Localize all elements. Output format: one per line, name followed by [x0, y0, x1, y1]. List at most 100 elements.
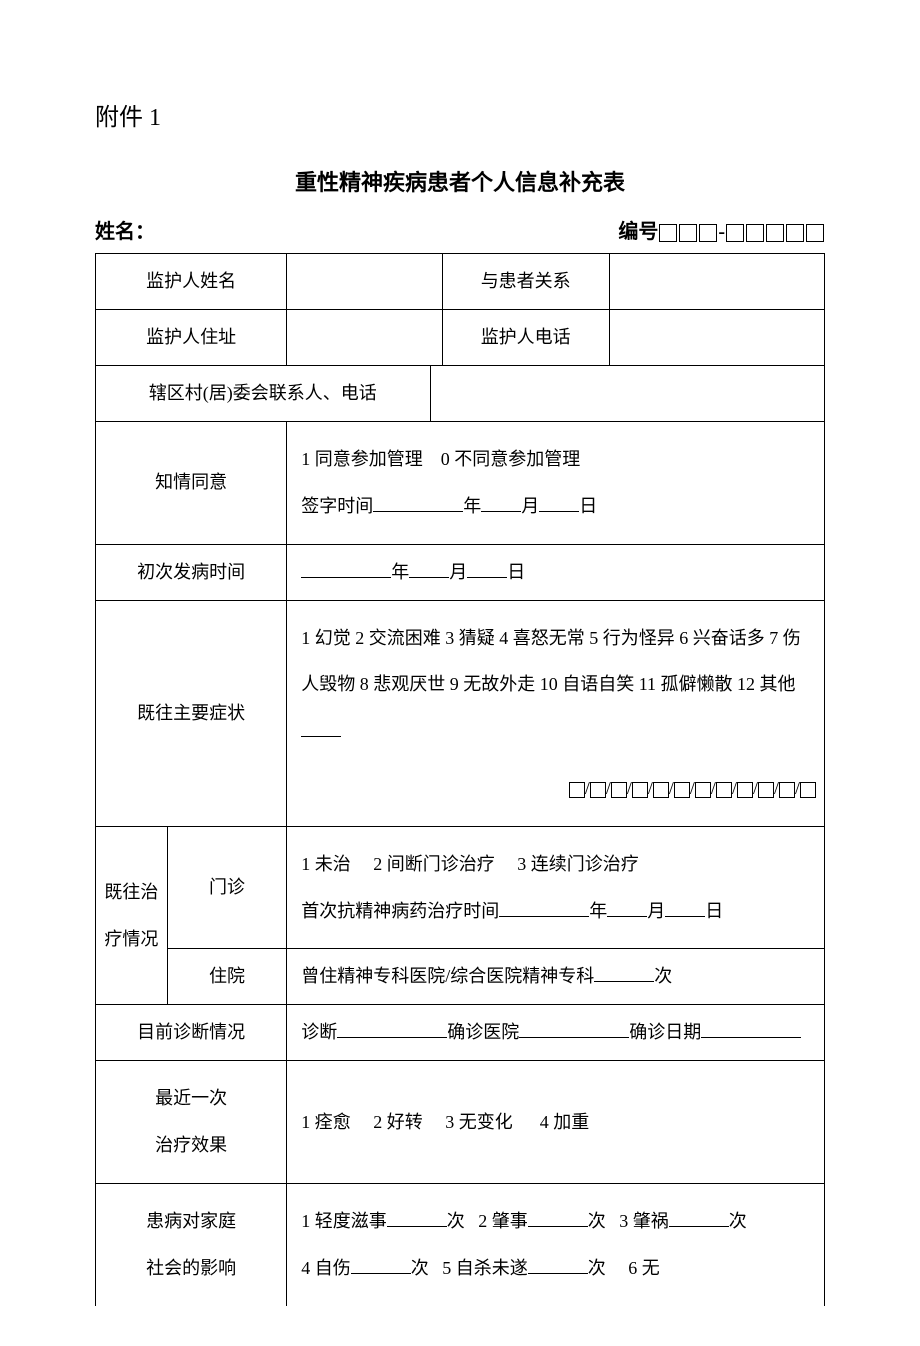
year-label: 年 [463, 496, 481, 516]
last-treat-label: 最近一次 治疗效果 [96, 1061, 287, 1184]
table-row: 既往主要症状 1 幻觉 2 交流困难 3 猜疑 4 喜怒无常 5 行为怪异 6 … [96, 600, 825, 826]
month-label: 月 [647, 901, 665, 921]
symptom-checkbox[interactable] [611, 782, 627, 798]
table-row: 最近一次 治疗效果 1 痊愈 2 好转 3 无变化 4 加重 [96, 1061, 825, 1184]
symptom-other-field[interactable] [301, 719, 341, 737]
id-box[interactable] [679, 224, 697, 242]
day-label: 日 [705, 901, 723, 921]
drug-year-field[interactable] [499, 899, 589, 917]
symptom-checkbox[interactable] [695, 782, 711, 798]
table-row: 监护人住址 监护人电话 [96, 310, 825, 366]
id-box[interactable] [726, 224, 744, 242]
village-contact-value[interactable] [430, 366, 824, 422]
guardian-addr-label: 监护人住址 [96, 310, 287, 366]
diagnosis-label: 目前诊断情况 [96, 1005, 287, 1061]
imp-4: 4 自伤 [301, 1258, 351, 1278]
onset-month-field[interactable] [409, 560, 449, 578]
table-row: 目前诊断情况 诊断确诊医院确诊日期 [96, 1005, 825, 1061]
table-row: 监护人姓名 与患者关系 [96, 254, 825, 310]
id-box[interactable] [806, 224, 824, 242]
month-label: 月 [449, 562, 467, 582]
sign-month-field[interactable] [481, 494, 521, 512]
imp1-field[interactable] [387, 1209, 447, 1227]
table-row: 患病对家庭 社会的影响 1 轻度滋事次 2 肇事次 3 肇祸次 4 自伤次 5 … [96, 1183, 825, 1305]
symptom-checkbox[interactable] [800, 782, 816, 798]
symptom-checkbox[interactable] [674, 782, 690, 798]
past-symptoms-label: 既往主要症状 [96, 600, 287, 826]
diag-label-2: 确诊医院 [447, 1022, 519, 1042]
guardian-name-label: 监护人姓名 [96, 254, 287, 310]
symptom-checkbox[interactable] [716, 782, 732, 798]
imp3-field[interactable] [669, 1209, 729, 1227]
table-row: 住院 曾住精神专科医院/综合医院精神专科次 [96, 949, 825, 1005]
onset-year-field[interactable] [301, 560, 391, 578]
symptom-checkbox[interactable] [569, 782, 585, 798]
relation-value[interactable] [609, 254, 824, 310]
symptom-checkbox[interactable] [737, 782, 753, 798]
past-treatment-label: 既往治疗情况 [96, 826, 168, 1005]
guardian-name-value[interactable] [287, 254, 442, 310]
sign-day-field[interactable] [539, 494, 579, 512]
outpatient-cell: 1 未治 2 间断门诊治疗 3 连续门诊治疗 首次抗精神病药治疗时间年月日 [287, 826, 825, 949]
inpatient-cell: 曾住精神专科医院/综合医院精神专科次 [287, 949, 825, 1005]
impact-label-1: 患病对家庭 [146, 1211, 236, 1231]
outpatient-opt-1: 1 未治 [301, 854, 351, 874]
eff-3: 3 无变化 [445, 1112, 513, 1132]
diag-date-field[interactable] [701, 1020, 801, 1038]
symptom-checkbox[interactable] [779, 782, 795, 798]
impact-label-2: 社会的影响 [146, 1258, 236, 1278]
table-row: 辖区村(居)委会联系人、电话 [96, 366, 825, 422]
imp5-field[interactable] [528, 1256, 588, 1274]
outpatient-opt-3: 3 连续门诊治疗 [517, 854, 639, 874]
inpatient-count-field[interactable] [594, 964, 654, 982]
guardian-phone-label: 监护人电话 [442, 310, 609, 366]
id-box[interactable] [766, 224, 784, 242]
imp-5: 5 自杀未遂 [442, 1258, 528, 1278]
drug-day-field[interactable] [665, 899, 705, 917]
relation-label: 与患者关系 [442, 254, 609, 310]
info-table: 监护人姓名 与患者关系 监护人住址 监护人电话 辖区村(居)委会联系人、电话 知… [95, 253, 825, 1306]
times-label: 次 [447, 1211, 465, 1231]
onset-day-field[interactable] [467, 560, 507, 578]
guardian-phone-value[interactable] [609, 310, 824, 366]
id-box[interactable] [699, 224, 717, 242]
imp4-field[interactable] [351, 1256, 411, 1274]
inpatient-label: 住院 [167, 949, 287, 1005]
imp-3: 3 肇祸 [619, 1211, 669, 1231]
inpatient-text-pre: 曾住精神专科医院/综合医院精神专科 [301, 966, 594, 986]
document-title: 重性精神疾病患者个人信息补充表 [95, 166, 825, 199]
day-label: 日 [507, 562, 525, 582]
id-box[interactable] [659, 224, 677, 242]
symptom-checkbox[interactable] [590, 782, 606, 798]
header-row: 姓名： 编号- [95, 217, 825, 247]
consent-sign-label: 签字时间 [301, 496, 373, 516]
symptom-checkbox[interactable] [632, 782, 648, 798]
village-contact-label: 辖区村(居)委会联系人、电话 [96, 366, 431, 422]
id-box[interactable] [746, 224, 764, 242]
last-treat-cell: 1 痊愈 2 好转 3 无变化 4 加重 [287, 1061, 825, 1184]
diagnosis-cell: 诊断确诊医院确诊日期 [287, 1005, 825, 1061]
symptom-checkbox[interactable] [653, 782, 669, 798]
consent-opt-1: 1 同意参加管理 [301, 449, 423, 469]
diag-field[interactable] [337, 1020, 447, 1038]
guardian-addr-value[interactable] [287, 310, 442, 366]
past-symptoms-cell: 1 幻觉 2 交流困难 3 猜疑 4 喜怒无常 5 行为怪异 6 兴奋话多 7 … [287, 600, 825, 826]
impact-cell: 1 轻度滋事次 2 肇事次 3 肇祸次 4 自伤次 5 自杀未遂次 6 无 [287, 1183, 825, 1305]
id-label-group: 编号- [618, 217, 825, 247]
day-label: 日 [579, 496, 597, 516]
diag-label-3: 确诊日期 [629, 1022, 701, 1042]
diag-hospital-field[interactable] [519, 1020, 629, 1038]
month-label: 月 [521, 496, 539, 516]
symptom-checkbox[interactable] [758, 782, 774, 798]
symptom-options-text: 1 幻觉 2 交流困难 3 猜疑 4 喜怒无常 5 行为怪异 6 兴奋话多 7 … [301, 628, 801, 695]
times-label: 次 [729, 1211, 747, 1231]
imp-1: 1 轻度滋事 [301, 1211, 387, 1231]
outpatient-opt-2: 2 间断门诊治疗 [373, 854, 495, 874]
id-box[interactable] [786, 224, 804, 242]
consent-cell: 1 同意参加管理 0 不同意参加管理 签字时间 年 月 日 [287, 422, 825, 545]
table-row: 初次发病时间 年月日 [96, 544, 825, 600]
sign-year-field[interactable] [373, 494, 463, 512]
drug-month-field[interactable] [607, 899, 647, 917]
imp2-field[interactable] [528, 1209, 588, 1227]
consent-opt-0: 0 不同意参加管理 [441, 449, 581, 469]
